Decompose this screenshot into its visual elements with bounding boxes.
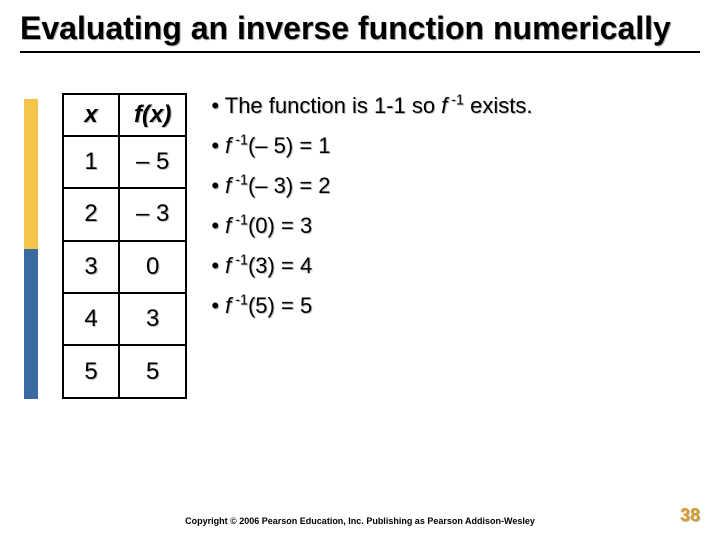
cell-x: 4 (63, 293, 119, 345)
inv-arg: 3 (255, 253, 267, 278)
cell-x: 1 (63, 136, 119, 188)
accent-bar (24, 99, 38, 399)
title-area: Evaluating an inverse function numerical… (0, 0, 720, 59)
cell-fx: 0 (119, 241, 186, 293)
bullet-intro: The function is 1‑1 so f -1 exists. (211, 89, 696, 123)
table-row: 4 3 (63, 293, 186, 345)
bullet-list: The function is 1‑1 so f -1 exists. f -1… (211, 89, 696, 399)
inv-res: 3 (300, 213, 312, 238)
bullet-item: f -1(3) = 4 (211, 249, 696, 283)
table-row: 1 – 5 (63, 136, 186, 188)
intro-sup: -1 (447, 92, 464, 108)
bullet-item: f -1(– 5) = 1 (211, 129, 696, 163)
intro-pre: The function is 1‑1 so (225, 93, 441, 118)
slide-title: Evaluating an inverse function numerical… (20, 10, 700, 47)
inv-arg: – 3 (255, 173, 286, 198)
page-number: 38 (680, 505, 700, 526)
inv-res: 2 (318, 173, 330, 198)
bullet-item: f -1(5) = 5 (211, 289, 696, 323)
cell-fx: – 5 (119, 136, 186, 188)
inv-sup: -1 (231, 173, 248, 189)
inv-arg: 0 (255, 213, 267, 238)
table-header-row: x f(x) (63, 94, 186, 136)
copyright-footer: Copyright © 2006 Pearson Education, Inc.… (0, 516, 720, 526)
col-header-fx: f(x) (119, 94, 186, 136)
table-row: 3 0 (63, 241, 186, 293)
cell-x: 2 (63, 188, 119, 240)
inv-res: 1 (318, 133, 330, 158)
inv-res: 5 (300, 293, 312, 318)
inv-sup: -1 (231, 253, 248, 269)
cell-x: 3 (63, 241, 119, 293)
cell-fx: 5 (119, 345, 186, 397)
cell-x: 5 (63, 345, 119, 397)
inv-arg: – 5 (255, 133, 286, 158)
cell-fx: 3 (119, 293, 186, 345)
col-header-x: x (63, 94, 119, 136)
table-row: 5 5 (63, 345, 186, 397)
intro-post: exists. (464, 93, 532, 118)
table-row: 2 – 3 (63, 188, 186, 240)
inv-res: 4 (300, 253, 312, 278)
inv-sup: -1 (231, 293, 248, 309)
cell-fx: – 3 (119, 188, 186, 240)
bullet-item: f -1(0) = 3 (211, 209, 696, 243)
function-table: x f(x) 1 – 5 2 – 3 3 0 4 3 5 5 (62, 93, 187, 399)
inv-arg: 5 (255, 293, 267, 318)
inv-sup: -1 (231, 213, 248, 229)
bullet-item: f -1(– 3) = 2 (211, 169, 696, 203)
content-area: x f(x) 1 – 5 2 – 3 3 0 4 3 5 5 (0, 59, 720, 399)
title-underline (20, 51, 700, 53)
inv-sup: -1 (231, 133, 248, 149)
